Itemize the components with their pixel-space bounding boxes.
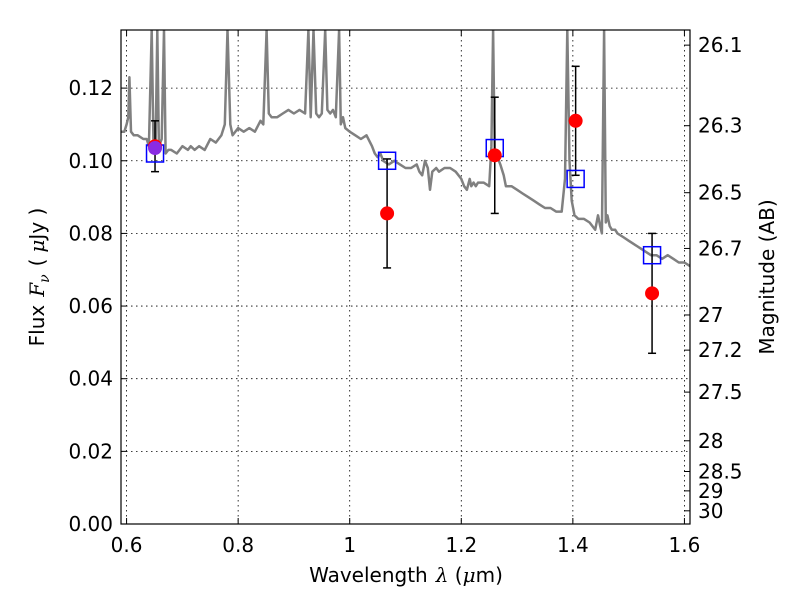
y2-tick-label: 30	[698, 499, 723, 523]
x-tick-label: 1.4	[557, 533, 589, 557]
y-tick-label: 0.10	[68, 149, 113, 173]
y2-tick-label: 26.1	[698, 33, 743, 57]
y2-tick-label: 27.2	[698, 338, 743, 362]
y2-tick-label: 26.7	[698, 236, 743, 260]
y-tick-label: 0.12	[68, 76, 113, 100]
y2-tick-label: 29	[698, 479, 723, 503]
x-tick-label: 1	[343, 533, 356, 557]
y-tick-label: 0.04	[68, 367, 113, 391]
y2-tick-label: 26.5	[698, 181, 743, 205]
x-tick-label: 0.8	[222, 533, 254, 557]
y-tick-label: 0.00	[68, 512, 113, 536]
marker-layer	[145, 65, 662, 355]
y-tick-label: 0.08	[68, 221, 113, 245]
x-tick-label: 1.6	[669, 533, 701, 557]
y2-tick-label: 27	[698, 303, 723, 327]
observed-flux-point	[487, 148, 502, 163]
model-photometry-square	[377, 151, 397, 171]
observed-flux-point	[380, 206, 395, 221]
data-layer	[121, 30, 690, 268]
y2-tick-label: 28.5	[698, 459, 743, 483]
y2-axis-label: Magnitude (AB)	[755, 199, 779, 354]
x-tick-label: 0.6	[111, 533, 143, 557]
y-tick-label: 0.02	[68, 439, 113, 463]
plot-frame	[120, 29, 691, 525]
overlap-point	[148, 141, 163, 156]
observed-flux-point	[568, 113, 583, 128]
y-tick-label: 0.06	[68, 294, 113, 318]
observed-flux-point	[645, 286, 660, 301]
y2-tick-label: 26.3	[698, 114, 743, 138]
x-tick-label: 1.2	[445, 533, 477, 557]
x-axis-label: Wavelength λ (μm)	[309, 563, 503, 587]
y-axis-label: FluxFν(μJy )	[25, 208, 53, 347]
model-photometry-square	[566, 169, 585, 189]
y2-tick-label: 28	[698, 429, 723, 453]
y2-tick-label: 27.5	[698, 380, 743, 404]
model-photometry-square	[642, 245, 662, 265]
model-spectrum-line	[121, 30, 690, 268]
axes: 0.6 0.8 1 1.2 1.4 1.6 0.00 0.02 0.04 0.06 0.08 0.10…	[68, 30, 743, 557]
